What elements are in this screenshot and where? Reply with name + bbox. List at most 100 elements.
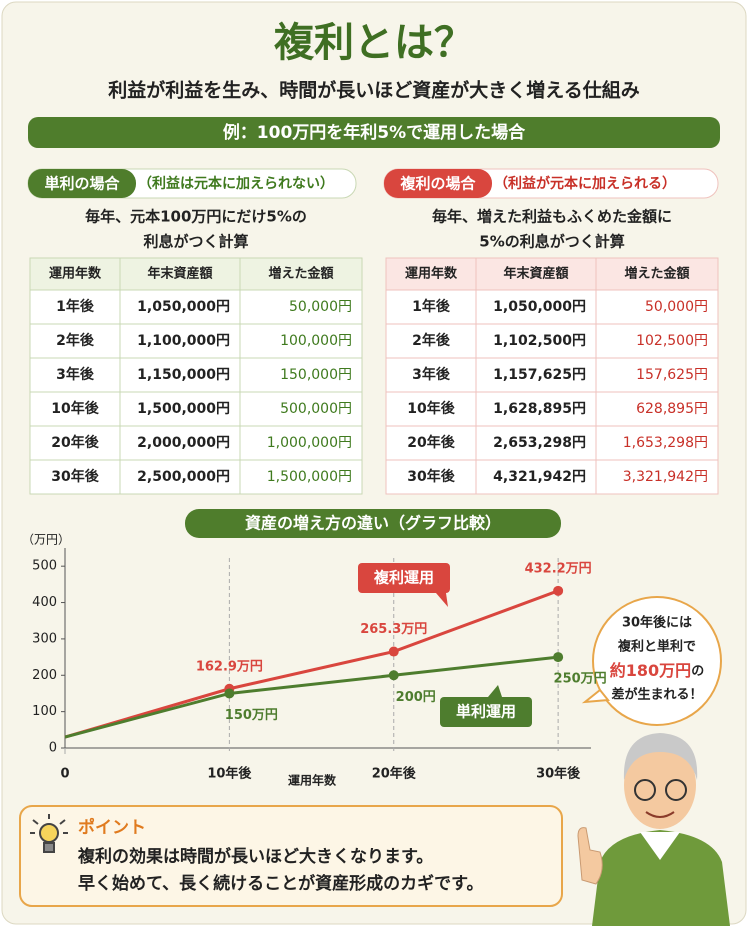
callout-text: 複利と単利で bbox=[617, 639, 696, 655]
x-tick-label: 30年後 bbox=[536, 766, 581, 782]
table-header-cell: 増えた金額 bbox=[624, 266, 689, 282]
table-cell: 157,625円 bbox=[636, 367, 708, 383]
y-tick-label: 100 bbox=[32, 704, 57, 719]
bulb-base bbox=[43, 842, 55, 853]
table-cell: 3年後 bbox=[412, 366, 451, 383]
description: 毎年、元本100万円にだけ5%の bbox=[85, 208, 307, 226]
table-cell: 30年後 bbox=[51, 468, 99, 485]
table-cell: 1年後 bbox=[412, 298, 451, 315]
table-cell: 30年後 bbox=[407, 468, 455, 485]
x-tick-label: 10年後 bbox=[207, 766, 252, 782]
y-unit-label: （万円） bbox=[22, 533, 70, 547]
value-label: 265.3万円 bbox=[360, 622, 427, 637]
callout-bubble bbox=[592, 596, 722, 726]
data-point bbox=[224, 688, 235, 699]
banner-text: 例：100万円を年利5%で運用した場合 bbox=[223, 122, 526, 143]
table-cell: 1,102,500円 bbox=[493, 333, 586, 349]
bulb bbox=[39, 823, 59, 843]
table-header-cell: 年末資産額 bbox=[503, 266, 568, 282]
callout-text: 差が生まれる！ bbox=[611, 687, 702, 703]
y-tick-label: 400 bbox=[32, 595, 57, 610]
table-cell: 3,321,942円 bbox=[623, 469, 708, 485]
table-cell: 2年後 bbox=[412, 332, 451, 349]
table-cell: 2,653,298円 bbox=[493, 435, 586, 451]
man-illustration bbox=[577, 733, 730, 926]
table-cell: 1,500,000円 bbox=[267, 469, 352, 485]
description: 毎年、増えた利益もふくめた金額に bbox=[432, 208, 672, 226]
badge-text: 単利の場合 bbox=[44, 175, 120, 193]
y-tick-label: 200 bbox=[32, 668, 57, 683]
table-header-cell: 運用年数 bbox=[405, 266, 458, 282]
value-label: 150万円 bbox=[225, 708, 278, 723]
table-cell: 2年後 bbox=[56, 332, 95, 349]
table-cell: 1,000,000円 bbox=[267, 435, 352, 451]
badge bbox=[28, 169, 136, 198]
table-cell: 50,000円 bbox=[289, 299, 352, 315]
table-cell: 1,653,298円 bbox=[623, 435, 708, 451]
point-line: 複利の効果は時間が長いほど大きくなります。 bbox=[77, 846, 433, 867]
table-cell: 1,150,000円 bbox=[137, 367, 230, 383]
table-cell: 100,000円 bbox=[280, 333, 352, 349]
table-cell: 1,628,895円 bbox=[493, 401, 586, 417]
table-header-cell: 運用年数 bbox=[49, 266, 102, 282]
table-cell: 10年後 bbox=[407, 400, 455, 417]
table-header-cell: 増えた金額 bbox=[268, 266, 333, 282]
point-box bbox=[19, 805, 563, 907]
callout-text-rest: の bbox=[691, 664, 704, 679]
glasses bbox=[665, 779, 687, 801]
chart-title-bg bbox=[185, 509, 561, 538]
title: 複利とは？ bbox=[274, 20, 474, 66]
callout-highlight: 約180万円 bbox=[610, 661, 691, 680]
series-line bbox=[64, 655, 559, 739]
table-cell: 102,500円 bbox=[636, 333, 708, 349]
table-cell: 1,157,625円 bbox=[493, 367, 586, 383]
table-cell: 500,000円 bbox=[280, 401, 352, 417]
data-point bbox=[553, 652, 564, 663]
collar bbox=[640, 832, 680, 860]
hand bbox=[577, 827, 603, 885]
table-cell: 1,050,000円 bbox=[493, 299, 586, 315]
x-tick-label: 20年後 bbox=[372, 766, 417, 782]
table-cell: 20年後 bbox=[51, 434, 99, 451]
table-cell: 1年後 bbox=[56, 298, 95, 315]
y-tick-label: 0 bbox=[49, 741, 57, 756]
hair bbox=[623, 733, 698, 780]
smile bbox=[645, 811, 675, 818]
badge-text: 複利の場合 bbox=[399, 175, 476, 193]
data-point bbox=[388, 646, 399, 657]
point-title: ポイント bbox=[78, 817, 146, 838]
table-cell: 4,321,942円 bbox=[493, 469, 586, 485]
bulb-icon bbox=[30, 814, 68, 853]
banner bbox=[28, 117, 720, 148]
table-cell: 2,000,000円 bbox=[137, 435, 230, 451]
table-cell: 1,100,000円 bbox=[137, 333, 230, 349]
table-header-cell: 年末資産額 bbox=[147, 266, 212, 282]
table-cell: 10年後 bbox=[51, 400, 99, 417]
table-cell: 1,050,000円 bbox=[137, 299, 230, 315]
badge bbox=[384, 169, 492, 198]
legend-box bbox=[440, 697, 532, 727]
badge-note: （利益は元本に加えられない） bbox=[138, 175, 334, 192]
glasses bbox=[634, 779, 656, 801]
y-tick-label: 300 bbox=[32, 631, 57, 646]
description: 5%の利息がつく計算 bbox=[479, 233, 624, 251]
badge-note: （利益が元本に加えられる） bbox=[494, 175, 676, 192]
callout-tail bbox=[581, 688, 610, 704]
subtitle: 利益が利益を生み、時間が長いほど資産が大きく増える仕組み bbox=[108, 79, 639, 102]
legend-box bbox=[358, 563, 450, 593]
legend-label: 単利運用 bbox=[456, 703, 516, 721]
x-axis-label: 運用年数 bbox=[288, 773, 337, 788]
value-label: 162.9万円 bbox=[196, 659, 263, 674]
sweater bbox=[592, 830, 730, 926]
table-cell: 2,500,000円 bbox=[137, 469, 230, 485]
legend-tail bbox=[436, 593, 448, 607]
value-label: 432.2万円 bbox=[525, 561, 592, 576]
table-cell: 20年後 bbox=[407, 434, 455, 451]
bulb-rays bbox=[30, 814, 68, 834]
table-cell: 50,000円 bbox=[645, 299, 708, 315]
legend-tail bbox=[488, 685, 502, 697]
y-tick-label: 500 bbox=[32, 559, 57, 574]
point-line: 早く始めて、長く続けることが資産形成のカギです。 bbox=[78, 873, 483, 894]
